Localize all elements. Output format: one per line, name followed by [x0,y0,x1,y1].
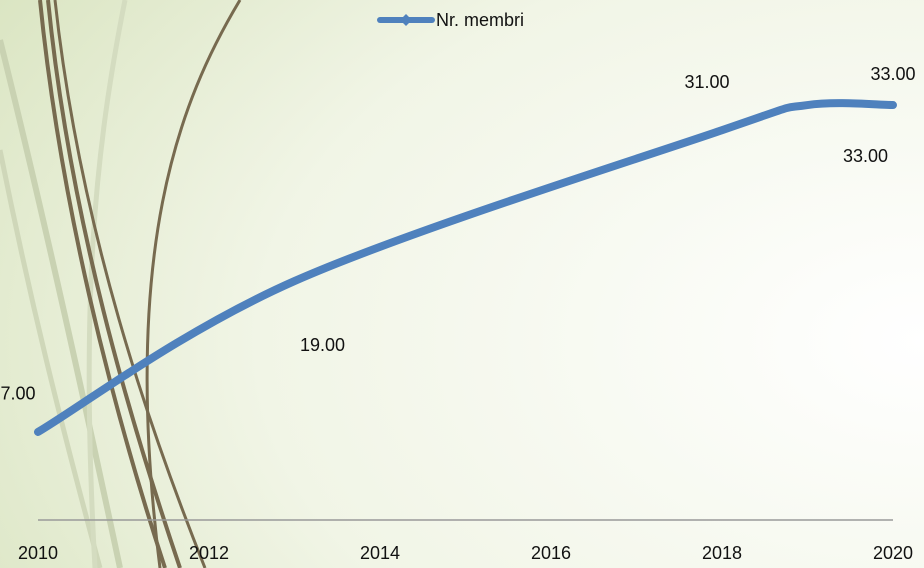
data-label: 33.00 [870,64,915,84]
chart: Nr. membri 2010 2012 2014 2016 2018 2020 7.00 1… [0,0,924,568]
data-label: 19.00 [300,335,345,355]
page: Nr. membri 2010 2012 2014 2016 2018 2020 7.00 1… [0,0,924,568]
x-tick-label: 2018 [702,543,742,563]
x-tick-label: 2012 [189,543,229,563]
x-tick-label: 2014 [360,543,400,563]
legend-label: Nr. membri [436,10,524,30]
data-label: 7.00 [0,384,35,404]
data-label: 33.00 [843,146,888,166]
x-tick-label: 2010 [18,543,58,563]
x-tick-label: 2020 [873,543,913,563]
data-label: 31.00 [684,72,729,92]
x-tick-label: 2016 [531,543,571,563]
